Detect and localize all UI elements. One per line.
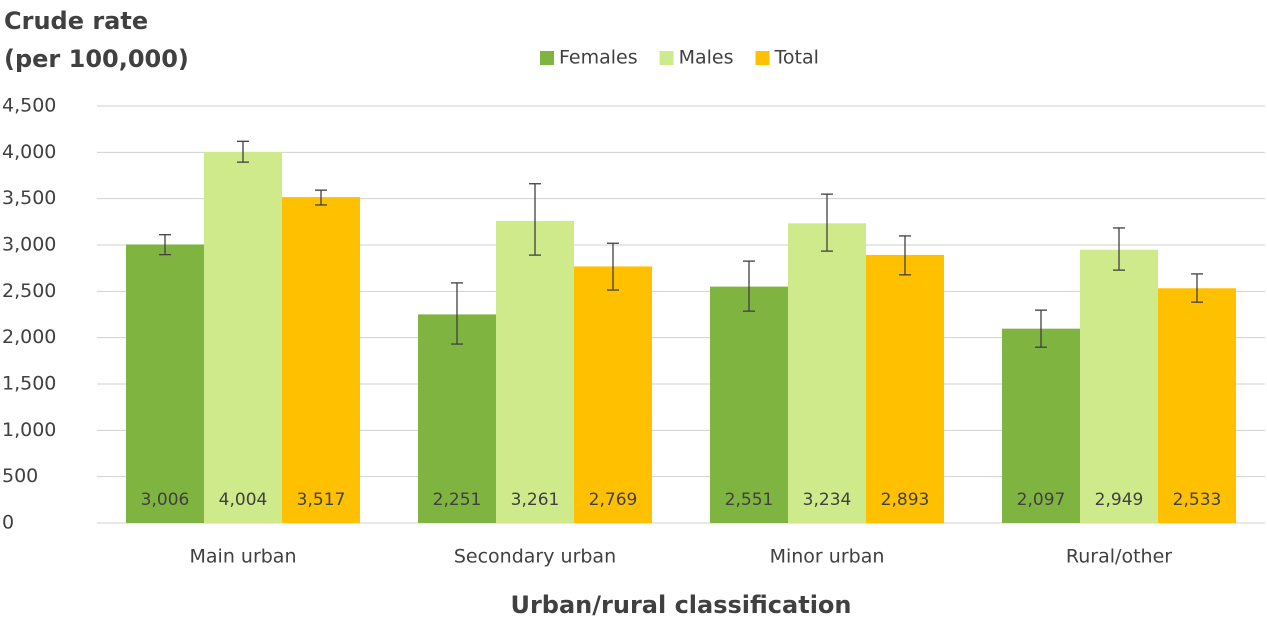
y-tick-label: 2,000 <box>2 326 56 348</box>
bar <box>710 286 788 523</box>
y-tick-label: 500 <box>2 465 38 487</box>
bar <box>126 244 204 523</box>
data-label: 2,769 <box>589 490 638 510</box>
data-label: 2,551 <box>725 490 774 510</box>
bar <box>574 266 652 523</box>
bar <box>204 151 282 524</box>
x-tick-label: Secondary urban <box>454 546 616 568</box>
y-tick-label: 2,500 <box>2 280 56 302</box>
y-tick-label: 1,000 <box>2 419 56 441</box>
data-label: 3,234 <box>803 490 852 510</box>
x-tick-label: Rural/other <box>1066 546 1172 568</box>
y-tick-label: 3,000 <box>2 234 56 256</box>
bar <box>1080 249 1158 523</box>
bar <box>788 223 866 524</box>
legend-label: Males <box>679 47 734 69</box>
bar <box>1158 288 1236 523</box>
legend-label: Females <box>559 47 638 69</box>
x-axis-label: Urban/rural classification <box>510 591 851 619</box>
y-tick-label: 3,500 <box>2 187 56 209</box>
legend-swatch <box>755 51 770 65</box>
legend-swatch <box>540 51 554 65</box>
y-tick-label: 4,000 <box>2 141 56 163</box>
data-label: 2,949 <box>1095 490 1144 510</box>
bar <box>282 197 360 523</box>
legend-swatch <box>659 51 674 65</box>
data-label: 3,006 <box>141 490 190 510</box>
y-axis-label-line: (per 100,000) <box>4 45 189 73</box>
x-tick-label: Main urban <box>190 546 297 568</box>
bar <box>418 314 496 523</box>
data-label: 4,004 <box>219 490 268 510</box>
data-label: 3,261 <box>511 490 560 510</box>
bar <box>1002 328 1080 523</box>
y-axis-label-line: Crude rate <box>4 7 148 35</box>
data-label: 2,251 <box>433 490 482 510</box>
bar <box>496 220 574 523</box>
data-label: 2,893 <box>881 490 930 510</box>
data-label: 2,097 <box>1017 490 1066 510</box>
y-tick-label: 0 <box>2 512 14 534</box>
legend-label: Total <box>774 47 819 69</box>
y-tick-label: 4,500 <box>2 95 56 117</box>
y-tick-label: 1,500 <box>2 373 56 395</box>
bar <box>866 254 944 523</box>
x-tick-label: Minor urban <box>770 546 885 568</box>
data-label: 2,533 <box>1173 490 1222 510</box>
data-label: 3,517 <box>297 490 346 510</box>
